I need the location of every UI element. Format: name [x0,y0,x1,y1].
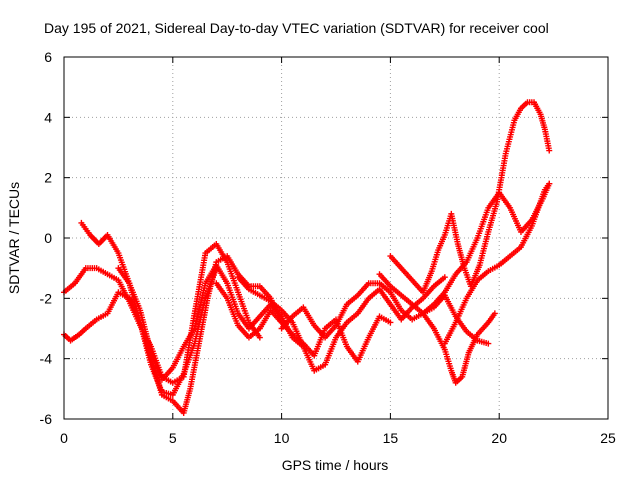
y-tick-label: -4 [40,351,53,367]
x-tick-label: 20 [491,430,507,446]
x-tick-label: 5 [169,430,177,446]
grid-lines [64,57,608,419]
data-point [441,274,448,281]
y-tick-label: 2 [44,170,52,186]
y-tick-label: 4 [44,109,52,125]
data-point [387,319,394,326]
x-tick-label: 15 [383,430,399,446]
x-tick-label: 25 [600,430,616,446]
data-point [491,310,498,317]
data-points [61,99,553,416]
x-axis-label: GPS time / hours [282,457,389,473]
x-tick-label: 0 [60,430,68,446]
series-track-h [376,271,498,386]
data-point [546,147,553,154]
y-tick-label: -6 [40,411,53,427]
y-axis-label: SDTVAR / TECUs [6,182,22,294]
y-tick-label: 0 [44,230,52,246]
series-track-i [387,99,553,296]
chart-title: Day 195 of 2021, Sidereal Day-to-day VTE… [44,20,549,36]
axis-ticks: 0 5 10 15 20 25 -6 -4 -2 0 2 4 6 [40,49,616,446]
data-point [256,334,263,341]
y-tick-label: -2 [40,290,53,306]
data-point [546,180,553,187]
data-point [485,340,492,347]
x-tick-label: 10 [274,430,290,446]
y-tick-label: 6 [44,49,52,65]
series-track-k [441,180,553,347]
